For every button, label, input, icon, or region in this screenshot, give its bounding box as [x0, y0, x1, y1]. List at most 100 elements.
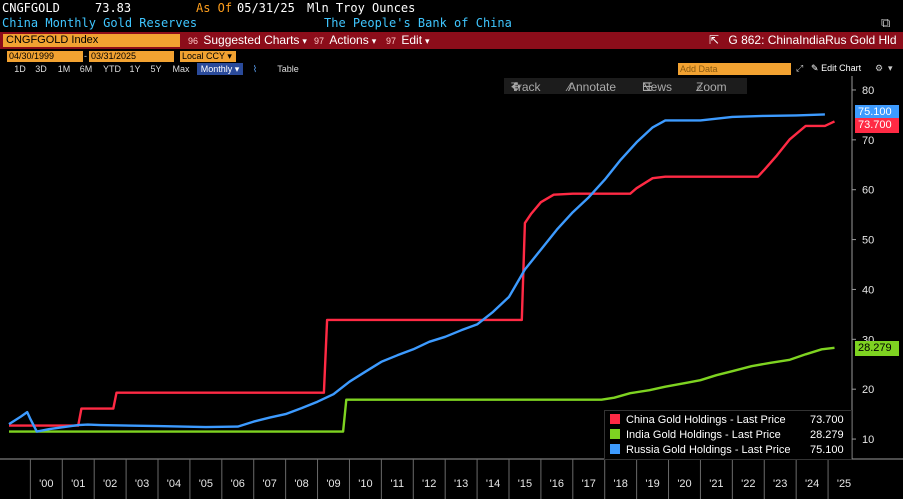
suggested-charts-label: Suggested Charts — [203, 33, 300, 47]
zoom-label: Zoom — [696, 80, 727, 94]
x-tick-label: '12 — [422, 478, 436, 490]
series-line-china[interactable] — [9, 120, 836, 427]
chevron-down-icon: ▾ — [302, 36, 307, 46]
x-tick-label: '14 — [486, 478, 500, 490]
last-value: 73.83 — [95, 1, 132, 15]
settings-icon[interactable]: ⚙ — [875, 63, 884, 73]
chart-title[interactable]: ⇱ G 862: ChinaIndiaRus Gold Hld — [709, 33, 897, 48]
period-max[interactable]: Max — [172, 64, 190, 74]
series-source: The People's Bank of China — [324, 16, 512, 30]
edit-label: Edit — [401, 33, 423, 47]
annotate-label: Annotate — [568, 80, 617, 94]
news-icon: ☰ — [642, 80, 653, 94]
legend-label-china: China Gold Holdings - Last Price — [626, 414, 786, 426]
menu-bar: CNGFGOLD Index 96 Suggested Charts ▾ 97 A… — [0, 32, 903, 49]
legend-item-russia[interactable]: Russia Gold Holdings - Last Price 75.100 — [610, 443, 844, 457]
suggested-charts-number: 96 — [188, 36, 199, 46]
x-tick-label: '02 — [103, 478, 117, 490]
end-date-field[interactable]: 03/31/2025 — [89, 51, 174, 62]
popout-icon[interactable]: ⧉ — [881, 16, 891, 31]
actions-label: Actions — [329, 33, 369, 47]
x-tick-label: '03 — [135, 478, 149, 490]
header-row-2: China Monthly Gold Reserves The People's… — [0, 16, 903, 31]
chart-type-icon[interactable]: ⌇ — [252, 64, 258, 74]
x-tick-label: '13 — [454, 478, 468, 490]
legend-value-india: 28.279 — [810, 429, 844, 441]
chart-title-text: G 862: ChinaIndiaRus Gold Hld — [728, 33, 897, 47]
russia-last-value-badge: 75.100 — [855, 105, 899, 121]
chart-legend: China Gold Holdings - Last Price 73.700 … — [604, 410, 852, 460]
legend-value-russia: 75.100 — [810, 444, 844, 456]
edit-chart-icon: ✎ — [811, 63, 819, 73]
legend-swatch-india — [610, 429, 620, 439]
period-1m[interactable]: 1M — [57, 64, 71, 74]
edit-chart-button[interactable]: ✎ Edit Chart — [811, 63, 861, 74]
date-controls: 04/30/1999 - 03/31/2025 Local CCY ▾ — [0, 51, 903, 63]
actions-number: 97 — [314, 36, 325, 46]
track-label: Track — [511, 80, 541, 94]
currency-label: Local CCY — [182, 51, 225, 61]
y-tick-label: 80 — [862, 85, 874, 97]
suggested-charts-menu[interactable]: 96 Suggested Charts ▾ — [188, 33, 307, 48]
x-tick-label: '16 — [550, 478, 564, 490]
y-tick-label: 40 — [862, 284, 874, 296]
x-tick-label: '19 — [645, 478, 659, 490]
india-last-value-badge: 28.279 — [855, 340, 899, 356]
asof-date: 05/31/25 — [237, 1, 295, 15]
x-tick-label: '20 — [677, 478, 691, 490]
x-tick-label: '00 — [39, 478, 53, 490]
series-description: China Monthly Gold Reserves — [2, 16, 198, 30]
chart-toolbar: ✥ Track ∕ Annotate ☰ News ⌕ Zoom — [504, 78, 747, 94]
magnifier-icon: ⌕ — [696, 80, 703, 94]
x-tick-label: '11 — [391, 478, 405, 490]
x-tick-label: '24 — [805, 478, 819, 490]
frequency-selector[interactable]: Monthly ▾ — [197, 63, 243, 75]
y-tick-label: 70 — [862, 135, 874, 147]
currency-selector[interactable]: Local CCY ▾ — [180, 51, 236, 62]
x-tick-label: '04 — [167, 478, 181, 490]
add-data-field[interactable]: Add Data — [678, 63, 791, 75]
pencil-icon: ∕ — [568, 80, 571, 94]
index-field[interactable]: CNGFGOLD Index — [3, 34, 180, 47]
chevron-down-icon: ▾ — [227, 51, 232, 61]
chevron-down-icon: ▾ — [371, 36, 377, 46]
x-tick-label: '01 — [71, 478, 85, 490]
period-6m[interactable]: 6M — [79, 64, 93, 74]
period-1y[interactable]: 1Y — [129, 64, 141, 74]
china-last-value-badge: 73.700 — [855, 118, 899, 134]
legend-label-russia: Russia Gold Holdings - Last Price — [626, 444, 791, 456]
news-label: News — [642, 80, 673, 94]
x-tick-label: '15 — [518, 478, 532, 490]
edit-menu[interactable]: 97 Edit ▾ — [386, 33, 430, 48]
y-tick-label: 20 — [862, 384, 874, 396]
legend-item-china[interactable]: China Gold Holdings - Last Price 73.700 — [610, 413, 844, 427]
x-tick-label: '22 — [741, 478, 755, 490]
start-date-field[interactable]: 04/30/1999 — [7, 51, 83, 62]
series-line-russia[interactable] — [8, 113, 825, 433]
date-range-separator: - — [84, 51, 87, 61]
table-button[interactable]: Table — [277, 64, 299, 74]
legend-item-india[interactable]: India Gold Holdings - Last Price 28.279 — [610, 428, 844, 442]
period-3d[interactable]: 3D — [35, 64, 47, 74]
x-tick-label: '25 — [837, 478, 851, 490]
header-row-1: CNGFGOLD 73.83 As Of 05/31/25 Mln Troy O… — [0, 0, 903, 16]
period-5y[interactable]: 5Y — [150, 64, 162, 74]
x-tick-label: '17 — [582, 478, 596, 490]
legend-swatch-russia — [610, 444, 620, 454]
period-1d[interactable]: 1D — [14, 64, 26, 74]
legend-value-china: 73.700 — [810, 414, 844, 426]
chevron-down-icon[interactable]: ▾ — [888, 63, 893, 73]
series-line-india[interactable] — [9, 346, 835, 433]
frequency-label: Monthly — [200, 64, 233, 74]
y-tick-label: 10 — [862, 434, 874, 446]
x-tick-label: '18 — [613, 478, 627, 490]
x-tick-label: '05 — [199, 478, 213, 490]
x-tick-label: '23 — [773, 478, 787, 490]
y-tick-label: 60 — [862, 185, 874, 197]
external-link-icon: ⇱ — [709, 33, 720, 47]
x-tick-label: '07 — [263, 478, 277, 490]
expand-icon[interactable]: ⤢ — [796, 63, 804, 73]
period-ytd[interactable]: YTD — [103, 64, 121, 74]
edit-chart-label: Edit Chart — [821, 63, 862, 73]
actions-menu[interactable]: 97 Actions ▾ — [314, 33, 376, 48]
